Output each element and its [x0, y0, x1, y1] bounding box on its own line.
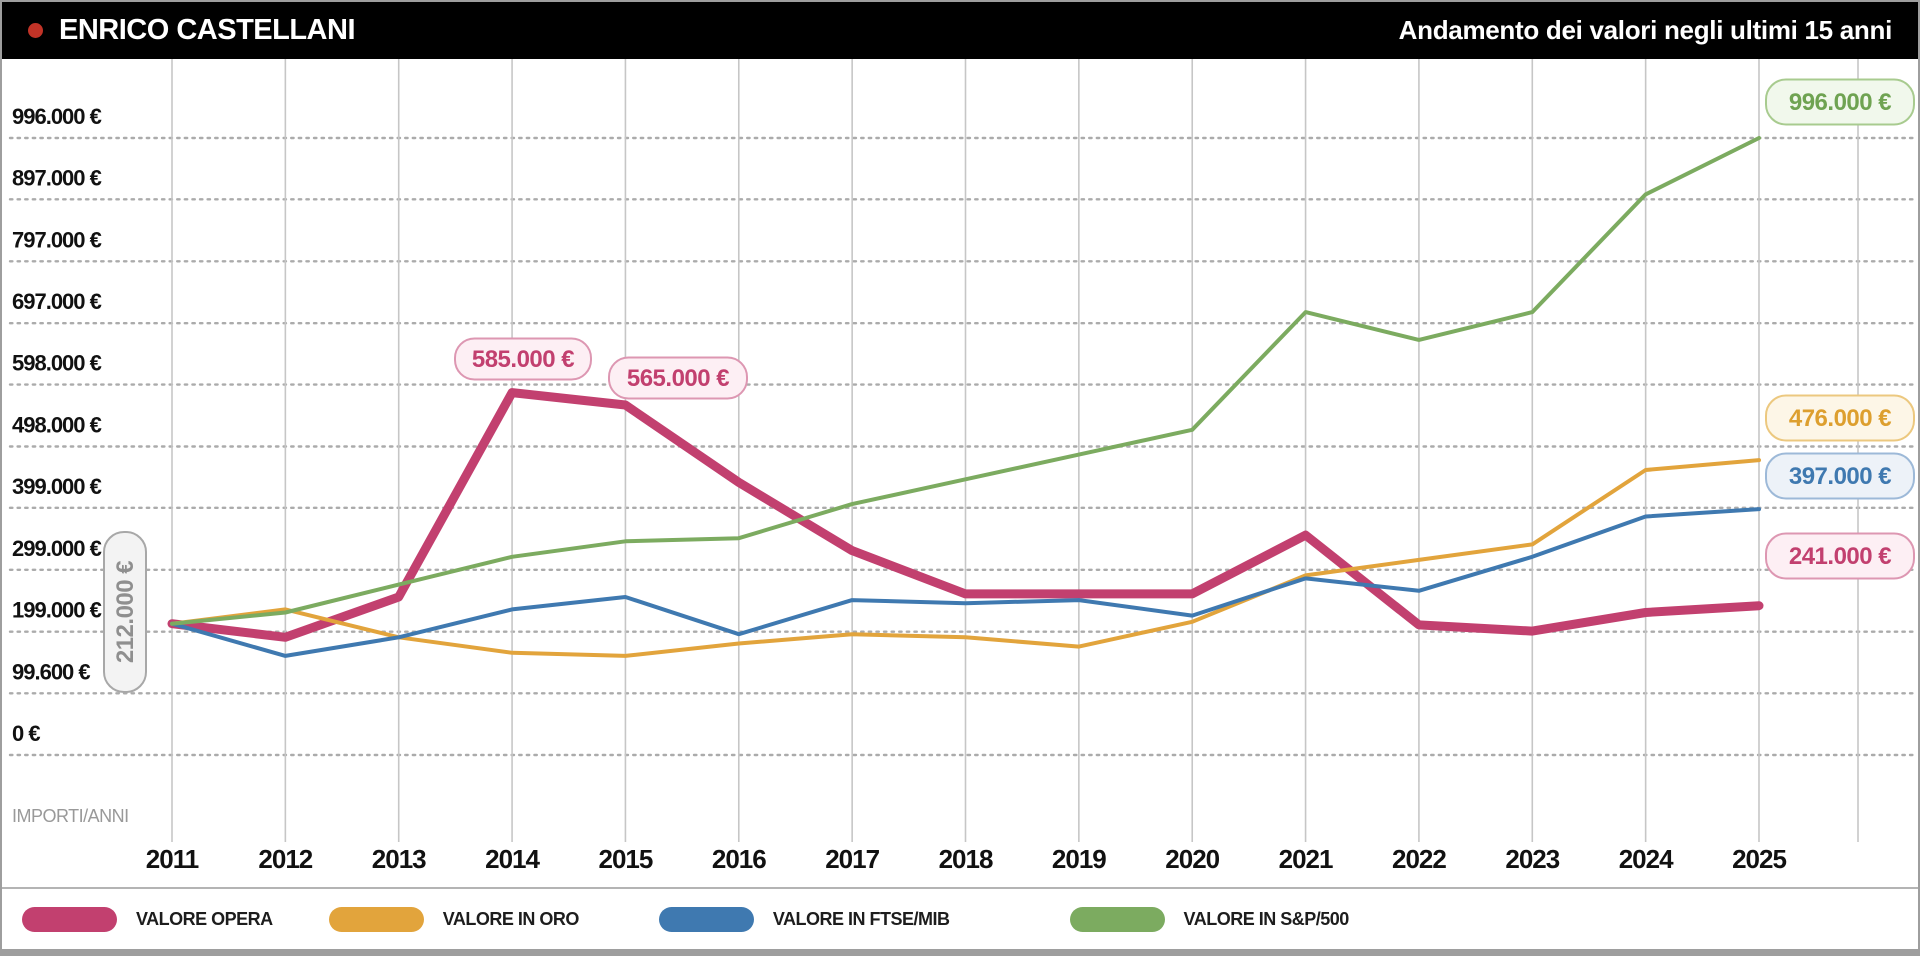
- x-tick-label: 2021: [1279, 844, 1333, 874]
- legend-label: VALORE IN ORO: [442, 908, 580, 929]
- callout-box: [454, 337, 592, 381]
- callout-box: [1765, 394, 1915, 442]
- y-tick-label: 897.000 €: [12, 165, 102, 190]
- chart-subtitle: Andamento dei valori negli ultimi 15 ann…: [1398, 15, 1893, 45]
- axis-caption: IMPORTI/ANNI: [12, 806, 129, 826]
- callout-box: [608, 356, 748, 400]
- y-tick-label: 697.000 €: [12, 289, 102, 314]
- y-tick-label: 399.000 €: [12, 474, 102, 499]
- red-bullet-icon: [28, 23, 43, 38]
- callout-opera: 241.000 €: [1765, 532, 1915, 580]
- legend-label: VALORE IN S&P/500: [1183, 908, 1350, 929]
- series-line-sp500: [170, 136, 1761, 626]
- callout-value: 565.000 €: [627, 365, 729, 392]
- x-tick-label: 2023: [1505, 844, 1559, 874]
- legend-label: VALORE IN FTSE/MIB: [772, 908, 950, 929]
- x-tick-label: 2017: [825, 844, 879, 874]
- callout-box: [103, 531, 147, 693]
- callout-box: [1765, 452, 1915, 500]
- legend-item: VALORE IN ORO: [328, 906, 580, 932]
- callout-opera: 585.000 €: [454, 337, 592, 381]
- x-tick-label: 2022: [1392, 844, 1446, 874]
- x-tick-label: 2020: [1165, 844, 1219, 874]
- y-tick-label: 498.000 €: [12, 413, 102, 438]
- artist-title: ENRICO CASTELLANI: [59, 14, 356, 46]
- legend-item: VALORE OPERA: [22, 906, 273, 932]
- callout-value: 585.000 €: [472, 346, 574, 373]
- x-tick-label: 2011: [146, 844, 199, 874]
- y-tick-label: 299.000 €: [12, 536, 102, 561]
- valuation-chart: 996.000 € 897.000 € 797.000 € 697.000 € 598.…: [8, 59, 1916, 874]
- x-tick-label: 2024: [1619, 844, 1674, 874]
- legend-swatch-icon: [1069, 906, 1165, 932]
- x-tick-label: 2014: [485, 844, 540, 874]
- x-tick-label: 2015: [599, 844, 653, 874]
- legend-swatch-icon: [22, 906, 117, 932]
- callout-value: 397.000 €: [1789, 463, 1891, 490]
- x-tick-label: 2012: [258, 844, 312, 874]
- y-tick-label: 598.000 €: [12, 351, 102, 376]
- callout-value: 241.000 €: [1789, 543, 1891, 570]
- y-tick-label: 996.000 €: [12, 104, 102, 129]
- callout-oro: 476.000 €: [1765, 394, 1915, 442]
- y-tick-label: 0 €: [12, 721, 40, 746]
- y-tick-label: 199.000 €: [12, 598, 102, 623]
- callout-neutral: 212.000 €: [103, 531, 147, 693]
- legend-item: VALORE IN FTSE/MIB: [658, 906, 950, 932]
- callout-value: 476.000 €: [1789, 405, 1891, 432]
- legend-item: VALORE IN S&P/500: [1069, 906, 1350, 932]
- chart-area: 996.000 € 897.000 € 797.000 € 697.000 € 598.…: [2, 59, 1918, 887]
- callout-ftse: 397.000 €: [1765, 452, 1915, 500]
- header-bar: ENRICO CASTELLANI Andamento dei valori n…: [2, 2, 1918, 59]
- legend-swatch-icon: [658, 906, 754, 932]
- callout-opera: 565.000 €: [608, 356, 748, 400]
- legend-bar: VALORE OPERA VALORE IN ORO VALORE IN FTSE/…: [2, 887, 1918, 949]
- x-tick-label: 2019: [1052, 844, 1106, 874]
- x-tick-label: 2013: [372, 844, 426, 874]
- series-line-oro: [170, 458, 1761, 658]
- series-line-ftse: [170, 507, 1761, 658]
- header-left: ENRICO CASTELLANI: [28, 14, 356, 47]
- legend-swatch-icon: [328, 906, 424, 932]
- y-tick-label: 99.600 €: [12, 659, 90, 684]
- callout-value: 212.000 €: [112, 561, 139, 663]
- callout-sp500: 996.000 €: [1765, 78, 1915, 126]
- legend-label: VALORE OPERA: [136, 908, 273, 929]
- callout-box: [1765, 78, 1915, 126]
- x-tick-label: 2025: [1732, 844, 1786, 874]
- x-tick-label: 2018: [939, 844, 993, 874]
- series-line-opera: [167, 388, 1764, 642]
- x-tick-label: 2016: [712, 844, 766, 874]
- callout-box: [1765, 532, 1915, 580]
- callout-value: 996.000 €: [1789, 89, 1891, 116]
- y-tick-label: 797.000 €: [12, 227, 102, 252]
